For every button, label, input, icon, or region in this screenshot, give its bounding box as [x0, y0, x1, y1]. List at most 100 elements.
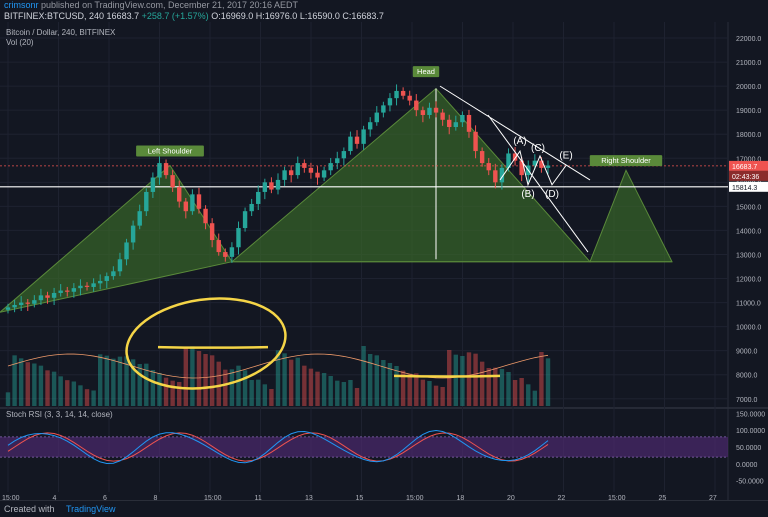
candle-body	[302, 163, 307, 168]
candle-body	[545, 165, 551, 168]
candle-body	[137, 211, 142, 226]
volume-bar	[400, 370, 406, 406]
support-price-tag: 15814.3	[732, 185, 757, 192]
tradingview-link[interactable]: TradingView	[66, 504, 116, 514]
volume-bar	[308, 368, 314, 406]
candle-body	[269, 182, 274, 190]
volume-bar	[486, 368, 491, 406]
candle-body	[144, 191, 149, 212]
y-tick-label: 15000.0	[736, 204, 761, 211]
candle-body	[427, 107, 432, 115]
volume-bar	[25, 362, 30, 406]
candle-body	[499, 167, 505, 183]
right-shoulder-label: Right Shoulder	[601, 156, 651, 165]
y-tick-label: 13000.0	[736, 252, 761, 259]
support-price-tag-bg	[729, 181, 768, 192]
x-tick-label: 15:00	[406, 495, 424, 502]
candle-body	[407, 95, 412, 101]
published-text: published on TradingView.com, December 2…	[41, 0, 299, 10]
volume-bar	[453, 354, 459, 406]
stoch-band	[0, 436, 728, 458]
highlight-underline-right	[393, 374, 501, 378]
volume-bar	[499, 369, 505, 406]
left-shoulder-label: Left Shoulder	[148, 146, 193, 155]
volume-bar	[38, 365, 44, 406]
wave-zigzag	[499, 149, 567, 187]
volume-bar	[328, 376, 333, 406]
bar-timer-tag-bg	[729, 170, 768, 181]
candle-body	[209, 223, 215, 241]
candle-body	[170, 175, 175, 188]
price-chart[interactable]: 22000.0 21000.0 20000.0 19000.0 18000.0 17000…	[0, 22, 768, 502]
candle-body	[308, 167, 314, 173]
x-tick-label: 6	[103, 495, 107, 502]
candle-body	[321, 170, 327, 178]
volume-bar	[526, 384, 531, 406]
volume-bar	[288, 359, 294, 406]
stoch-tick-label: 50.0000	[736, 445, 761, 452]
wedge-upper-line	[439, 85, 591, 181]
volume-bar	[190, 346, 195, 406]
y-tick-label: 22000.0	[736, 36, 761, 43]
candle-body	[51, 292, 57, 298]
stoch-tick-label: 150.0000	[736, 411, 765, 418]
volume-bar	[51, 371, 57, 406]
volume-bar	[150, 370, 156, 406]
volume-bar	[130, 359, 136, 406]
stoch-tick-label: 100.0000	[736, 428, 765, 435]
candle-body	[38, 295, 44, 301]
candle-body	[32, 300, 37, 304]
candle-body	[97, 280, 103, 284]
candle-body	[394, 90, 399, 99]
volume-bar	[315, 371, 320, 406]
volume-bar	[367, 354, 373, 406]
candle-body	[374, 112, 379, 123]
candle-body	[71, 288, 77, 292]
volume-bar	[262, 384, 268, 406]
volume-bar	[302, 365, 307, 406]
bar-timer-tag: 02:43:36	[732, 174, 759, 181]
volume-bar	[269, 389, 274, 406]
candle-body	[223, 252, 228, 257]
candle-body	[381, 105, 386, 113]
y-tick-label: 11000.0	[736, 301, 761, 308]
candle-body	[150, 177, 156, 192]
volume-bar	[5, 392, 11, 406]
candle-body	[460, 114, 465, 123]
volume-bar	[407, 373, 412, 406]
volume-bar	[256, 379, 261, 406]
x-tick-label: 20	[507, 495, 515, 502]
candle-body	[506, 153, 511, 168]
volume-bar	[12, 355, 17, 406]
volume-bar	[512, 380, 518, 406]
open-value: O:16969.0	[211, 11, 254, 21]
candle-body	[414, 100, 419, 111]
candle-body	[236, 228, 241, 248]
stoch-tick-label: 0.0000	[736, 462, 758, 469]
x-tick-label: 25	[659, 495, 667, 502]
candle-body	[177, 187, 182, 202]
candle-body	[447, 119, 452, 128]
candle-body	[433, 107, 439, 113]
candle-body	[58, 290, 63, 293]
candle-body	[493, 170, 498, 183]
volume-bar	[78, 385, 83, 406]
author-link[interactable]: crimsonr	[4, 0, 39, 10]
volume-bar	[97, 354, 103, 406]
x-tick-label: 22	[558, 495, 566, 502]
volume-bar	[460, 356, 465, 406]
candle-body	[453, 122, 459, 128]
x-tick-label: 13	[305, 495, 313, 502]
candle-body	[532, 160, 538, 166]
candle-body	[229, 247, 235, 257]
wave-c-label: (C)	[531, 143, 545, 154]
high-value: H:16976.0	[255, 11, 298, 21]
volume-bar	[242, 370, 248, 406]
volume-bar	[275, 350, 281, 406]
volume-bar	[493, 367, 498, 406]
volume-bar	[183, 348, 189, 406]
volume-bar	[539, 352, 544, 406]
volume-bar	[361, 346, 366, 406]
candle-body	[466, 114, 472, 132]
volume-bar	[104, 355, 109, 406]
